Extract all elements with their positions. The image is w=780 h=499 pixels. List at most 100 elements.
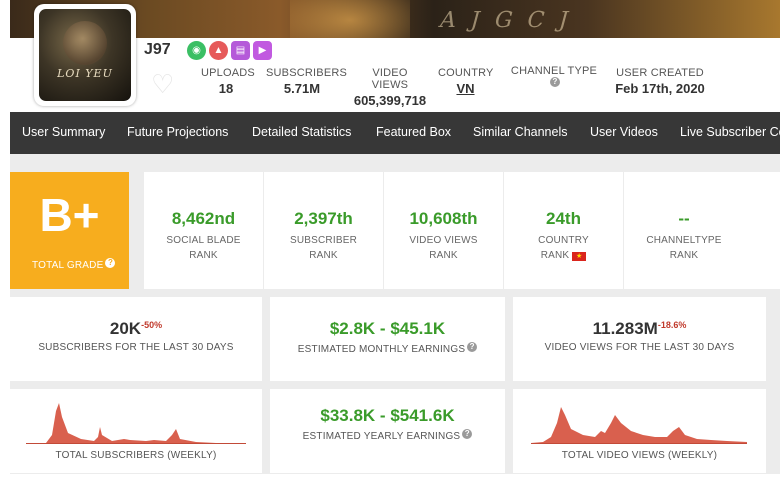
video-badge-icon[interactable]: ▶ [253,41,272,60]
subscribers-stat: SUBSCRIBERS 5.71M [266,67,348,96]
country-label: COUNTRY [438,67,494,79]
channel-header: LOI YEU J97 ◉ ▲ ▤ ▶ ♡ UPLOADS 18 SUBSCRI… [10,4,780,112]
vietnam-flag-icon: ★ [572,252,587,261]
yearly-earnings-help-icon[interactable]: ? [462,429,473,439]
views30-label: VIDEO VIEWS FOR THE LAST 30 DAYS [544,342,735,353]
views30-value-row: 11.283M-18.6% [513,319,766,339]
rank-label-line1: SOCIAL BLADE [166,235,241,246]
country-link[interactable]: VN [456,81,475,96]
views-30-days-card: 11.283M-18.6% VIDEO VIEWS FOR THE LAST 3… [513,297,766,381]
rank-label-line2: RANK [669,250,699,261]
channel-type-label: CHANNEL TYPE? [506,65,602,90]
subs30-label: SUBSCRIBERS FOR THE LAST 30 DAYS [38,342,234,353]
subs30-delta: -50% [141,320,163,330]
rank-label-line1: SUBSCRIBER [289,235,357,246]
avatar-figure [63,21,107,65]
subs30-value: 20K [109,319,142,338]
monthly-earnings-card: $2.8K - $45.1K ESTIMATED MONTHLY EARNING… [270,297,505,381]
nav-detailed-statistics[interactable]: Detailed Statistics [252,125,352,139]
video-views-value: 605,399,718 [353,93,427,108]
nav-featured-box[interactable]: Featured Box [376,125,452,139]
nav-live-subscriber-count[interactable]: Live Subscriber Co [680,125,780,139]
banner-script-text: A J G C J [436,8,576,33]
channel-type-help-icon[interactable]: ? [550,77,560,87]
user-created-label: USER CREATED [616,67,704,79]
rank-label: VIDEO VIEWS RANK [384,233,503,263]
channel-badges: ◉ ▲ ▤ ▶ [187,41,272,60]
nav-future-projections[interactable]: Future Projections [127,125,229,139]
fire-badge-icon[interactable]: ▲ [209,41,228,60]
channel-type-text: CHANNEL TYPE [510,65,598,77]
rank-value: 24th [546,209,581,228]
subscribers-weekly-card[interactable]: TOTAL SUBSCRIBERS (WEEKLY) [10,389,262,473]
avatar-image: LOI YEU [39,9,131,101]
avatar[interactable]: LOI YEU [34,4,136,106]
uploads-value: 18 [218,81,234,96]
eye-badge-icon[interactable]: ◉ [187,41,206,60]
monthly-earnings-value: $2.8K - $45.1K [329,319,446,338]
views-weekly-card[interactable]: TOTAL VIDEO VIEWS (WEEKLY) [513,389,766,473]
views-weekly-label: TOTAL VIDEO VIEWS (WEEKLY) [561,450,718,461]
rank-subscriber: 2,397th SUBSCRIBER RANK [264,172,384,289]
monthly-earnings-help-icon[interactable]: ? [467,342,478,352]
uploads-label: UPLOADS [201,67,255,79]
rank-country: 24th COUNTRY RANK ★ [504,172,624,289]
rank-label: SOCIAL BLADE RANK [144,233,263,263]
yearly-earnings-value: $33.8K - $541.6K [320,406,455,425]
channel-name: J97 [144,41,171,58]
yearly-earnings-label-row: ESTIMATED YEARLY EARNINGS? [270,429,505,442]
nav-user-videos[interactable]: User Videos [590,125,658,139]
rank-label-line1: COUNTRY [538,235,589,246]
bottom-panel [10,474,780,499]
rank-label-line2: RANK [189,250,218,261]
rank-label-line2: RANK [309,250,338,261]
rank-channel-type: -- CHANNELTYPE RANK [624,172,744,289]
channel-type-stat: CHANNEL TYPE? [506,65,602,90]
rank-label: CHANNELTYPE RANK [624,233,744,263]
subscribers-value: 5.71M [283,81,321,96]
video-views-stat: VIDEO VIEWS 605,399,718 [353,67,427,108]
channel-banner: A J G C J [10,0,780,38]
rank-label-line2: RANK [429,250,458,261]
subscribers-weekly-label: TOTAL SUBSCRIBERS (WEEKLY) [55,450,217,461]
yearly-earnings-card: $33.8K - $541.6K ESTIMATED YEARLY EARNIN… [270,389,505,473]
favorite-heart-icon[interactable]: ♡ [151,69,175,99]
views30-value: 11.283M [592,319,658,338]
views-weekly-sparkline [531,407,747,444]
subscribers-30-days-card: 20K-50% SUBSCRIBERS FOR THE LAST 30 DAYS [10,297,262,381]
video-views-label: VIDEO VIEWS [371,67,409,91]
main-nav: User Summary Future Projections Detailed… [10,112,780,154]
rank-label: SUBSCRIBER RANK [264,233,383,263]
grade-label-row: TOTAL GRADE? [32,258,116,271]
user-created-value: Feb 17th, 2020 [615,81,705,96]
subs30-value-row: 20K-50% [10,319,262,339]
country-stat: COUNTRY VN [438,67,493,96]
subscribers-label: SUBSCRIBERS [266,67,348,79]
rank-label-line2: RANK [540,250,570,261]
rank-panel: 8,462nd SOCIAL BLADE RANK 2,397th SUBSCRI… [144,172,780,289]
banner-glow [290,0,410,38]
user-created-stat: USER CREATED Feb 17th, 2020 [613,67,707,96]
subscribers-weekly-sparkline [26,403,246,444]
monthly-earnings-label: ESTIMATED MONTHLY EARNINGS [297,344,466,355]
nav-similar-channels[interactable]: Similar Channels [473,125,568,139]
chart-badge-icon[interactable]: ▤ [231,41,250,60]
avatar-logo-text: LOI YEU [57,67,113,80]
grade-label: TOTAL GRADE [32,260,104,271]
rank-value: 8,462nd [171,209,236,228]
rank-value: -- [678,209,690,228]
grade-help-icon[interactable]: ? [105,258,116,268]
yearly-earnings-label: ESTIMATED YEARLY EARNINGS [302,431,461,442]
rank-label-line1: CHANNELTYPE [646,235,722,246]
rank-video-views: 10,608th VIDEO VIEWS RANK [384,172,504,289]
uploads-stat: UPLOADS 18 [201,67,255,96]
rank-value: 10,608th [409,209,478,228]
views30-delta: -18.6% [657,320,687,330]
total-grade-card: B+ TOTAL GRADE? [10,172,129,289]
left-margin [0,0,10,499]
nav-user-summary[interactable]: User Summary [22,125,106,139]
rank-social-blade: 8,462nd SOCIAL BLADE RANK [144,172,264,289]
rank-value: 2,397th [294,209,353,228]
monthly-earnings-label-row: ESTIMATED MONTHLY EARNINGS? [270,342,505,355]
rank-label-line1: VIDEO VIEWS [409,235,478,246]
